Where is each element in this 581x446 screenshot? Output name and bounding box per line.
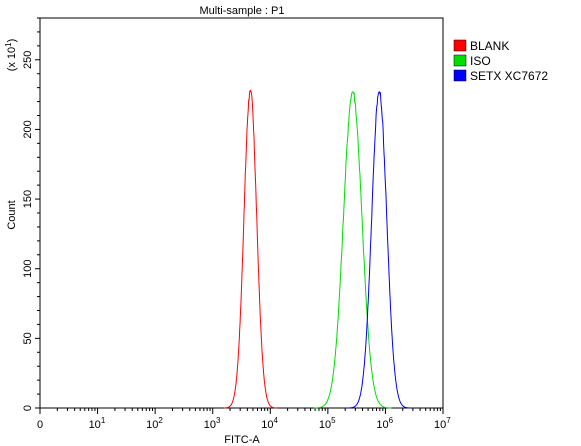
plot-frame [39, 17, 444, 409]
series-line-iso [313, 91, 392, 409]
legend-swatch [453, 39, 467, 52]
y-axis-label: Count [6, 200, 18, 229]
x-tick-label: 107 [434, 416, 451, 431]
x-tick-label: 102 [146, 416, 163, 431]
legend-entry: BLANK [470, 39, 509, 53]
y-tick-label: 150 [22, 190, 34, 208]
y-multiplier-label: (x 101) [4, 39, 18, 72]
x-tick-label: 105 [319, 416, 336, 431]
y-tick-label: 0 [22, 405, 34, 411]
x-tick-label: 106 [376, 416, 393, 431]
legend-entry: ISO [470, 54, 491, 68]
y-tick-label: 200 [22, 120, 34, 138]
y-tick-label: 50 [22, 332, 34, 344]
chart-title: Multi-sample : P1 [200, 5, 285, 17]
y-multiplier-exp: 1 [4, 42, 13, 47]
series-line-blank [223, 89, 277, 409]
series-line-setx-xc7672 [347, 91, 411, 409]
legend-swatch [453, 69, 467, 82]
svg-text:(x 101): (x 101) [4, 39, 18, 72]
y-tick-label: 250 [22, 51, 34, 69]
y-tick-label: 100 [22, 260, 34, 278]
x-axis-label: FITC-A [224, 434, 260, 446]
y-multiplier-base: (x 10 [6, 47, 18, 71]
legend-entry: SETX XC7672 [470, 69, 548, 83]
x-tick-label: 101 [89, 416, 106, 431]
x-tick-label: 103 [204, 416, 221, 431]
legend-swatch [453, 54, 467, 67]
x-tick-label: 104 [261, 416, 278, 431]
x-tick-label: 0 [37, 419, 43, 431]
